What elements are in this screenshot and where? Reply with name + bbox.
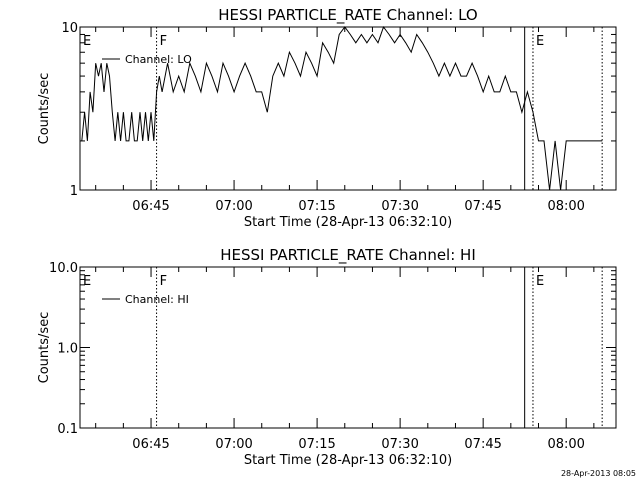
event-marker-label: E: [536, 274, 544, 289]
event-marker-label: F: [160, 34, 167, 49]
event-marker-label: E: [536, 34, 544, 49]
chart-title: HESSI PARTICLE_RATE Channel: HI: [220, 246, 476, 265]
y-axis-label: Counts/sec: [37, 73, 52, 145]
plot-frame: [79, 26, 617, 191]
y-tick-label: 0.1: [57, 422, 78, 437]
x-tick-label: 07:15: [298, 437, 335, 452]
x-axis-label: Start Time (28-Apr-13 06:32:10): [244, 215, 452, 230]
series-line: [81, 25, 603, 191]
x-tick-label: 08:00: [547, 199, 584, 214]
x-tick-label: 07:45: [464, 199, 501, 214]
y-axis-label: Counts/sec: [37, 312, 52, 384]
y-tick-label: 1: [70, 184, 78, 199]
x-tick-label: 07:45: [464, 437, 501, 452]
x-tick-label: 08:00: [547, 437, 584, 452]
x-tick-label: 07:00: [215, 199, 252, 214]
y-tick-label: 10.0: [49, 261, 78, 276]
x-tick-label: 07:30: [381, 199, 418, 214]
x-axis-label: Start Time (28-Apr-13 06:32:10): [244, 453, 452, 468]
chart-panel-1: HESSI PARTICLE_RATE Channel: LO Counts/se…: [37, 6, 617, 230]
event-marker-label: E: [83, 34, 91, 49]
legend-label: Channel: LO: [125, 53, 192, 66]
y-tick-label: 10: [61, 21, 78, 36]
x-tick-label: 06:45: [132, 437, 169, 452]
event-marker-label: F: [160, 274, 167, 289]
event-marker-label: E: [83, 274, 91, 289]
y-tick-label: 1.0: [57, 342, 78, 357]
legend-label: Channel: HI: [125, 293, 189, 306]
plot-frame: [79, 266, 617, 429]
chart-panel-2: HESSI PARTICLE_RATE Channel: HI Counts/se…: [37, 246, 617, 468]
chart-title: HESSI PARTICLE_RATE Channel: LO: [218, 6, 477, 25]
x-tick-label: 06:45: [132, 199, 169, 214]
x-tick-label: 07:15: [298, 199, 335, 214]
footer-timestamp: 28-Apr-2013 08:05: [561, 469, 636, 478]
x-tick-label: 07:00: [215, 437, 252, 452]
x-tick-label: 07:30: [381, 437, 418, 452]
